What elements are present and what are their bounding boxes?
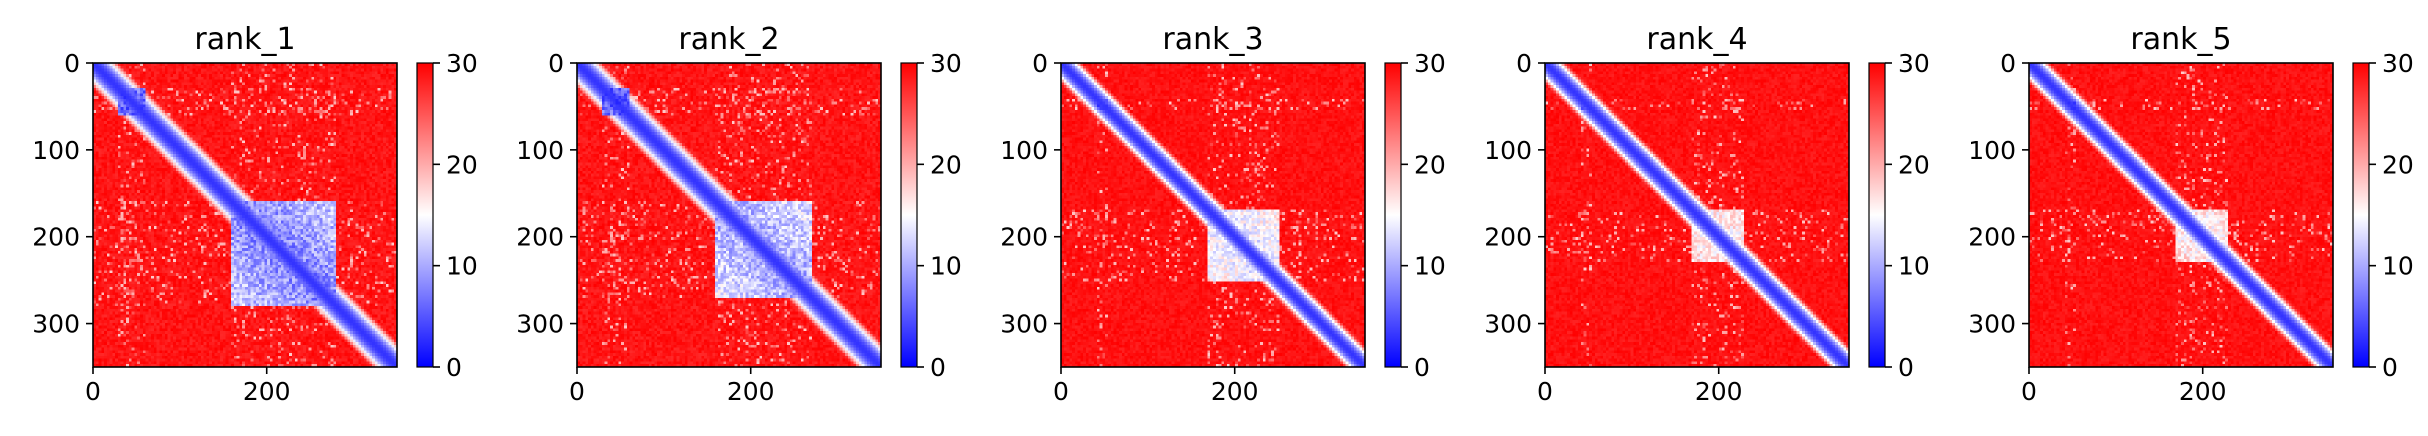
y-tick-label: 300 — [1000, 310, 1048, 339]
y-tick-label: 100 — [1000, 136, 1048, 165]
y-tick-label: 300 — [1968, 310, 2016, 339]
x-tick-label: 0 — [85, 377, 101, 406]
y-tick-label: 0 — [2000, 49, 2016, 78]
heatmap-panel-2: rank_2 0 100 200 300 0 200 0 10 20 30 — [516, 22, 962, 406]
y-tick-label: 0 — [1516, 49, 1532, 78]
heatmap-panel-1: rank_1 0 100 200 300 0 200 0 10 20 30 — [32, 22, 478, 406]
colorbar-tick-label: 30 — [1898, 49, 1930, 78]
colorbar-tick-label: 20 — [446, 150, 478, 179]
y-tick-label: 200 — [516, 223, 564, 252]
colorbar-tick-label: 30 — [1414, 49, 1446, 78]
colorbar-tick-label: 0 — [2382, 353, 2398, 382]
colorbar — [1869, 63, 1885, 367]
colorbar-tick-label: 20 — [1898, 150, 1930, 179]
heatmap-cells — [1545, 63, 1850, 368]
colorbar-tick-label: 10 — [1898, 252, 1930, 281]
y-tick-label: 0 — [1032, 49, 1048, 78]
colorbar — [417, 63, 433, 367]
y-tick-label: 0 — [64, 49, 80, 78]
colorbar-tick-label: 10 — [930, 252, 962, 281]
panel-title: rank_2 — [678, 22, 779, 57]
y-tick-label: 200 — [1968, 223, 2016, 252]
colorbar-tick-label: 30 — [446, 49, 478, 78]
y-tick-label: 300 — [1484, 310, 1532, 339]
heatmap-cells — [93, 63, 398, 368]
heatmap-panel-5: rank_5 0 100 200 300 0 200 0 10 20 30 — [1968, 22, 2414, 406]
y-tick-label: 0 — [548, 49, 564, 78]
panel-title: rank_1 — [194, 22, 295, 57]
colorbar-tick-label: 10 — [2382, 252, 2414, 281]
x-tick-label: 200 — [1695, 377, 1743, 406]
panel-title: rank_3 — [1162, 22, 1263, 57]
colorbar-tick-label: 10 — [1414, 252, 1446, 281]
colorbar-tick-label: 10 — [446, 252, 478, 281]
colorbar-tick-label: 20 — [930, 150, 962, 179]
colorbar — [901, 63, 917, 367]
colorbar-tick-label: 30 — [2382, 49, 2414, 78]
colorbar-tick-label: 0 — [1414, 353, 1430, 382]
heatmap-panel-3: rank_3 0 100 200 300 0 200 0 10 20 30 — [1000, 22, 1446, 406]
heatmap-cells — [2029, 63, 2334, 368]
y-tick-label: 300 — [32, 310, 80, 339]
colorbar-tick-label: 0 — [1898, 353, 1914, 382]
y-tick-label: 100 — [1484, 136, 1532, 165]
y-tick-label: 100 — [1968, 136, 2016, 165]
y-tick-label: 100 — [32, 136, 80, 165]
y-tick-label: 300 — [516, 310, 564, 339]
x-tick-label: 0 — [1053, 377, 1069, 406]
colorbar-tick-label: 0 — [930, 353, 946, 382]
colorbar — [1385, 63, 1401, 367]
x-tick-label: 200 — [727, 377, 775, 406]
x-tick-label: 0 — [1537, 377, 1553, 406]
colorbar-tick-label: 20 — [1414, 150, 1446, 179]
y-tick-label: 100 — [516, 136, 564, 165]
panel-title: rank_4 — [1646, 22, 1747, 57]
x-tick-label: 200 — [1211, 377, 1259, 406]
x-tick-label: 0 — [2021, 377, 2037, 406]
y-tick-label: 200 — [1000, 223, 1048, 252]
heatmap-cells — [577, 63, 882, 368]
y-tick-label: 200 — [32, 223, 80, 252]
x-tick-label: 0 — [569, 377, 585, 406]
colorbar-tick-label: 20 — [2382, 150, 2414, 179]
heatmap-panel-4: rank_4 0 100 200 300 0 200 0 10 20 30 — [1484, 22, 1930, 406]
panel-title: rank_5 — [2130, 22, 2231, 57]
colorbar — [2353, 63, 2369, 367]
colorbar-tick-label: 30 — [930, 49, 962, 78]
heatmap-cells — [1061, 63, 1366, 368]
x-tick-label: 200 — [243, 377, 291, 406]
x-tick-label: 200 — [2179, 377, 2227, 406]
colorbar-tick-label: 0 — [446, 353, 462, 382]
y-tick-label: 200 — [1484, 223, 1532, 252]
